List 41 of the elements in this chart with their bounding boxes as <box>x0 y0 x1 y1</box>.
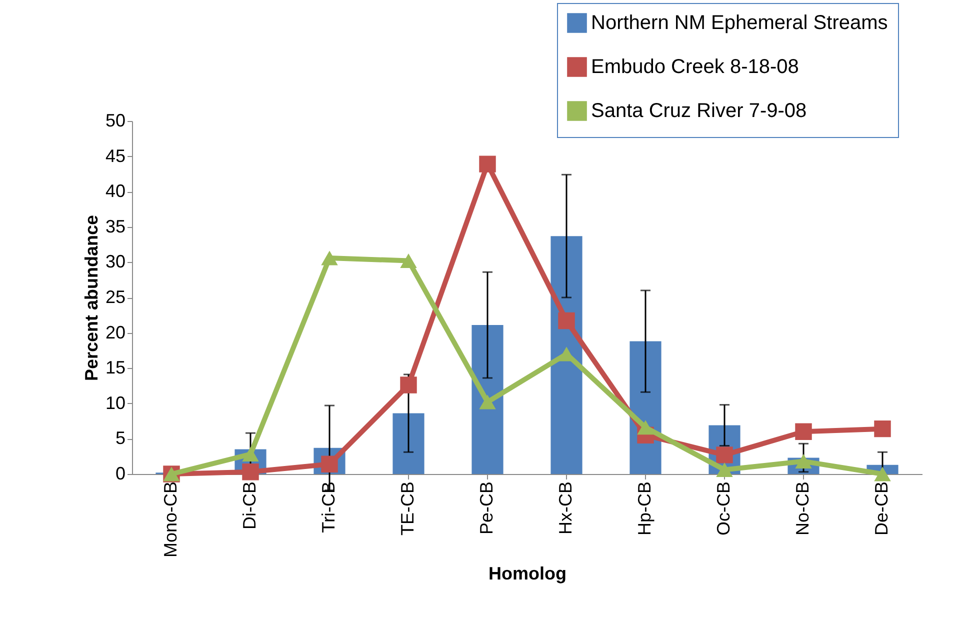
point <box>558 312 575 330</box>
point <box>321 250 338 266</box>
y-tick-label: 30 <box>105 252 126 272</box>
x-tick-label: Pe-CB <box>476 482 496 535</box>
y-tick-label: 15 <box>105 358 126 378</box>
x-tick-label: TE-CB <box>398 482 418 536</box>
legend-label: Embudo Creek 8-18-08 <box>591 56 799 78</box>
x-tick-label: Hx-CB <box>556 482 576 534</box>
x-axis-title: Homolog <box>488 564 566 584</box>
y-tick-label: 40 <box>105 181 126 202</box>
x-tick-label: No-CB <box>792 482 812 536</box>
point <box>795 454 812 469</box>
legend-label: Northern NM Ephemeral Streams <box>591 12 888 34</box>
y-tick-label: 20 <box>105 322 126 342</box>
bar <box>472 325 504 474</box>
point <box>795 423 812 440</box>
point <box>874 420 891 438</box>
point <box>874 466 891 482</box>
y-tick-label: 35 <box>105 216 126 236</box>
y-axis-title: Percent abundance <box>81 214 102 382</box>
y-tick-label: 50 <box>105 110 126 130</box>
point <box>479 156 496 172</box>
y-tick-label: 5 <box>115 428 126 448</box>
point <box>716 462 733 478</box>
y-tick-label: 45 <box>105 146 126 166</box>
x-tick-label: Hp-CB <box>634 482 654 536</box>
point <box>242 464 259 480</box>
x-tick-label: Oc-CB <box>714 482 734 536</box>
point <box>400 254 417 268</box>
x-tick-label: De-CB <box>872 482 892 536</box>
point <box>479 394 496 410</box>
x-tick-label: Tri-CB <box>318 482 338 533</box>
legend-label: Santa Cruz River 7-9-08 <box>591 100 807 122</box>
x-tick-label: Di-CB <box>240 482 260 530</box>
point <box>637 420 654 435</box>
bar <box>392 413 424 474</box>
y-tick-label: 0 <box>115 464 126 484</box>
y-tick-label: 10 <box>105 392 126 413</box>
x-tick-label: Mono-CB <box>160 482 180 558</box>
y-tick-label: 25 <box>105 287 126 307</box>
point <box>400 376 417 394</box>
